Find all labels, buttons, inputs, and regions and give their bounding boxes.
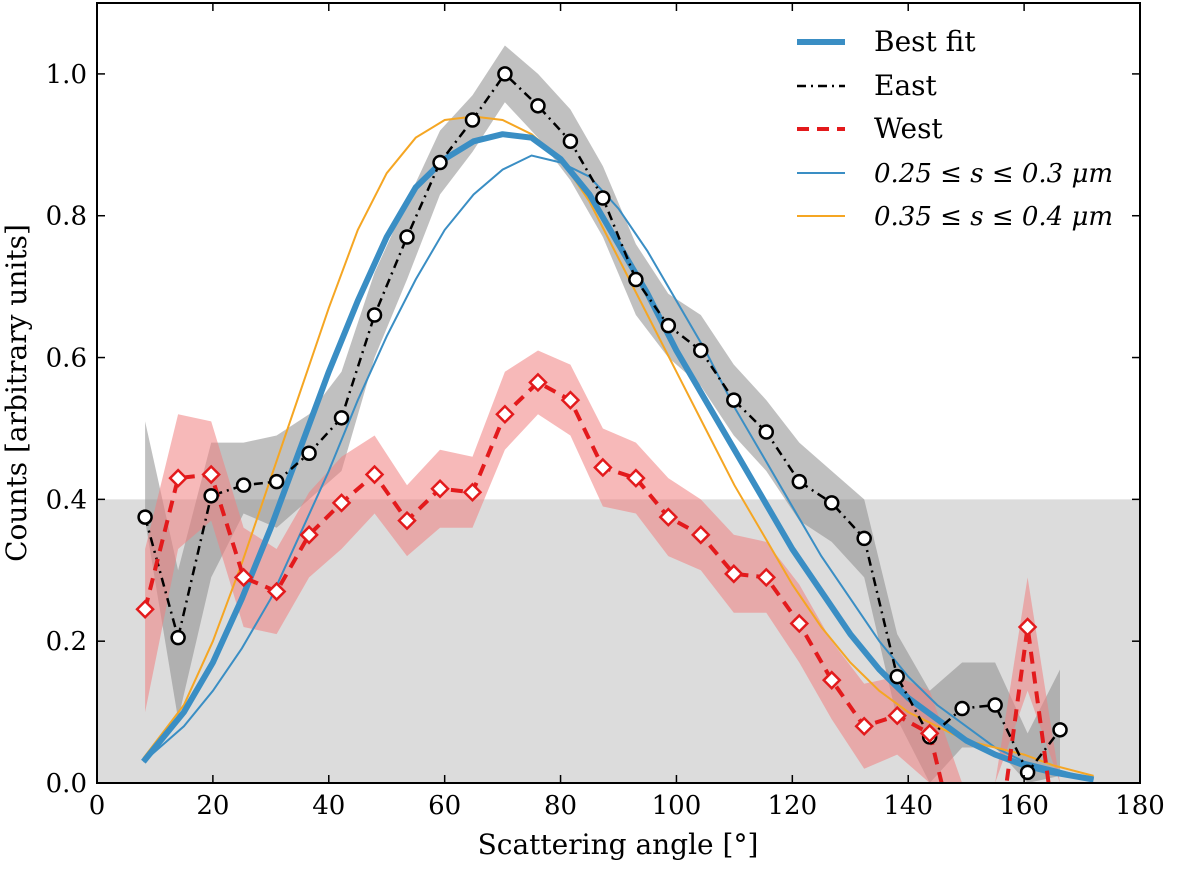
x-tick-label: 60 bbox=[428, 791, 461, 821]
west-point bbox=[724, 564, 744, 584]
legend: Best fit East West 0.25 ≤ s ≤ 0.3 μm 0.3… bbox=[797, 25, 1113, 232]
large-grain-curve bbox=[142, 115, 1094, 777]
small-grain-curve bbox=[142, 154, 1094, 781]
x-tick-label: 0 bbox=[89, 791, 106, 821]
east-point bbox=[203, 488, 219, 504]
west-point bbox=[1017, 617, 1038, 637]
y-tick-label: 0.0 bbox=[46, 769, 87, 799]
west-point bbox=[560, 390, 581, 410]
west-point bbox=[233, 567, 254, 588]
east-point bbox=[595, 190, 611, 206]
west-point bbox=[593, 457, 613, 478]
west-point bbox=[331, 493, 352, 513]
west-point bbox=[430, 478, 450, 499]
legend-label-east: East bbox=[874, 69, 938, 102]
east-point bbox=[170, 629, 186, 646]
west-point bbox=[364, 464, 385, 485]
legend-label-west: West bbox=[874, 112, 943, 145]
east-point bbox=[366, 307, 383, 323]
west-point bbox=[201, 464, 221, 485]
x-tick-label: 80 bbox=[544, 791, 577, 821]
west-point bbox=[462, 482, 483, 503]
east-point bbox=[562, 133, 579, 150]
y-tick-label: 0.6 bbox=[46, 344, 87, 374]
y-tick-label: 1.0 bbox=[46, 60, 87, 90]
west-point bbox=[821, 670, 842, 690]
west-point bbox=[168, 468, 188, 488]
east-point bbox=[464, 112, 481, 128]
west-point bbox=[299, 525, 319, 545]
east-point bbox=[726, 392, 742, 408]
best-fit-curve bbox=[141, 131, 1095, 783]
x-tick-label: 20 bbox=[196, 791, 229, 821]
east-point bbox=[432, 154, 448, 171]
plot-area bbox=[97, 45, 1140, 783]
plot-frame bbox=[96, 2, 1141, 784]
y-axis-label: Counts [arbitrary units] bbox=[0, 224, 33, 562]
east-point bbox=[530, 98, 546, 114]
east-point bbox=[823, 495, 840, 511]
east-point bbox=[628, 271, 644, 288]
west-point bbox=[658, 507, 679, 527]
east-point bbox=[1019, 764, 1036, 781]
west-point bbox=[495, 404, 515, 425]
x-tick-label: 160 bbox=[999, 791, 1049, 821]
east-point bbox=[137, 509, 153, 525]
x-tick-label: 140 bbox=[883, 791, 933, 821]
west-point bbox=[691, 525, 711, 545]
x-tick-label: 120 bbox=[768, 791, 818, 821]
east-point bbox=[758, 424, 775, 440]
east-point bbox=[1052, 722, 1068, 738]
west-point bbox=[789, 613, 810, 634]
east-point bbox=[889, 668, 905, 685]
east-point bbox=[987, 697, 1003, 713]
y-tick-label: 0.4 bbox=[46, 485, 87, 515]
west-point bbox=[887, 705, 907, 726]
x-tick-label: 180 bbox=[1115, 791, 1165, 821]
east-point bbox=[497, 66, 513, 82]
west-point bbox=[756, 567, 777, 588]
east-point bbox=[693, 342, 709, 359]
east-point bbox=[301, 445, 317, 462]
east-point bbox=[268, 473, 285, 490]
x-axis-label: Scattering angle [°] bbox=[478, 828, 759, 861]
west-point bbox=[135, 599, 155, 620]
west-point bbox=[626, 468, 646, 488]
x-tick-label: 100 bbox=[652, 791, 702, 821]
axes: 0 20 40 60 80 100 120 140 160 180 0.0 0.2 0.4 0.6 0.8 1… bbox=[46, 3, 1165, 821]
x-tick-label: 40 bbox=[312, 791, 345, 821]
east-point bbox=[660, 317, 677, 334]
east-point bbox=[791, 473, 808, 490]
west-point bbox=[266, 581, 287, 602]
east-point bbox=[856, 530, 872, 547]
west-point bbox=[528, 372, 548, 393]
east-point bbox=[333, 410, 350, 426]
legend-label-large-grain: 0.35 ≤ s ≤ 0.4 μm bbox=[874, 202, 1113, 232]
east-point bbox=[954, 700, 970, 717]
west-point bbox=[854, 716, 874, 737]
west-point bbox=[397, 510, 417, 531]
legend-label-small-grain: 0.25 ≤ s ≤ 0.3 μm bbox=[874, 159, 1113, 189]
east-point bbox=[235, 477, 252, 493]
east-point bbox=[399, 229, 415, 245]
west-point bbox=[919, 723, 940, 744]
legend-label-best-fit: Best fit bbox=[874, 25, 976, 58]
y-tick-label: 0.8 bbox=[46, 202, 87, 232]
y-tick-label: 0.2 bbox=[46, 627, 87, 657]
